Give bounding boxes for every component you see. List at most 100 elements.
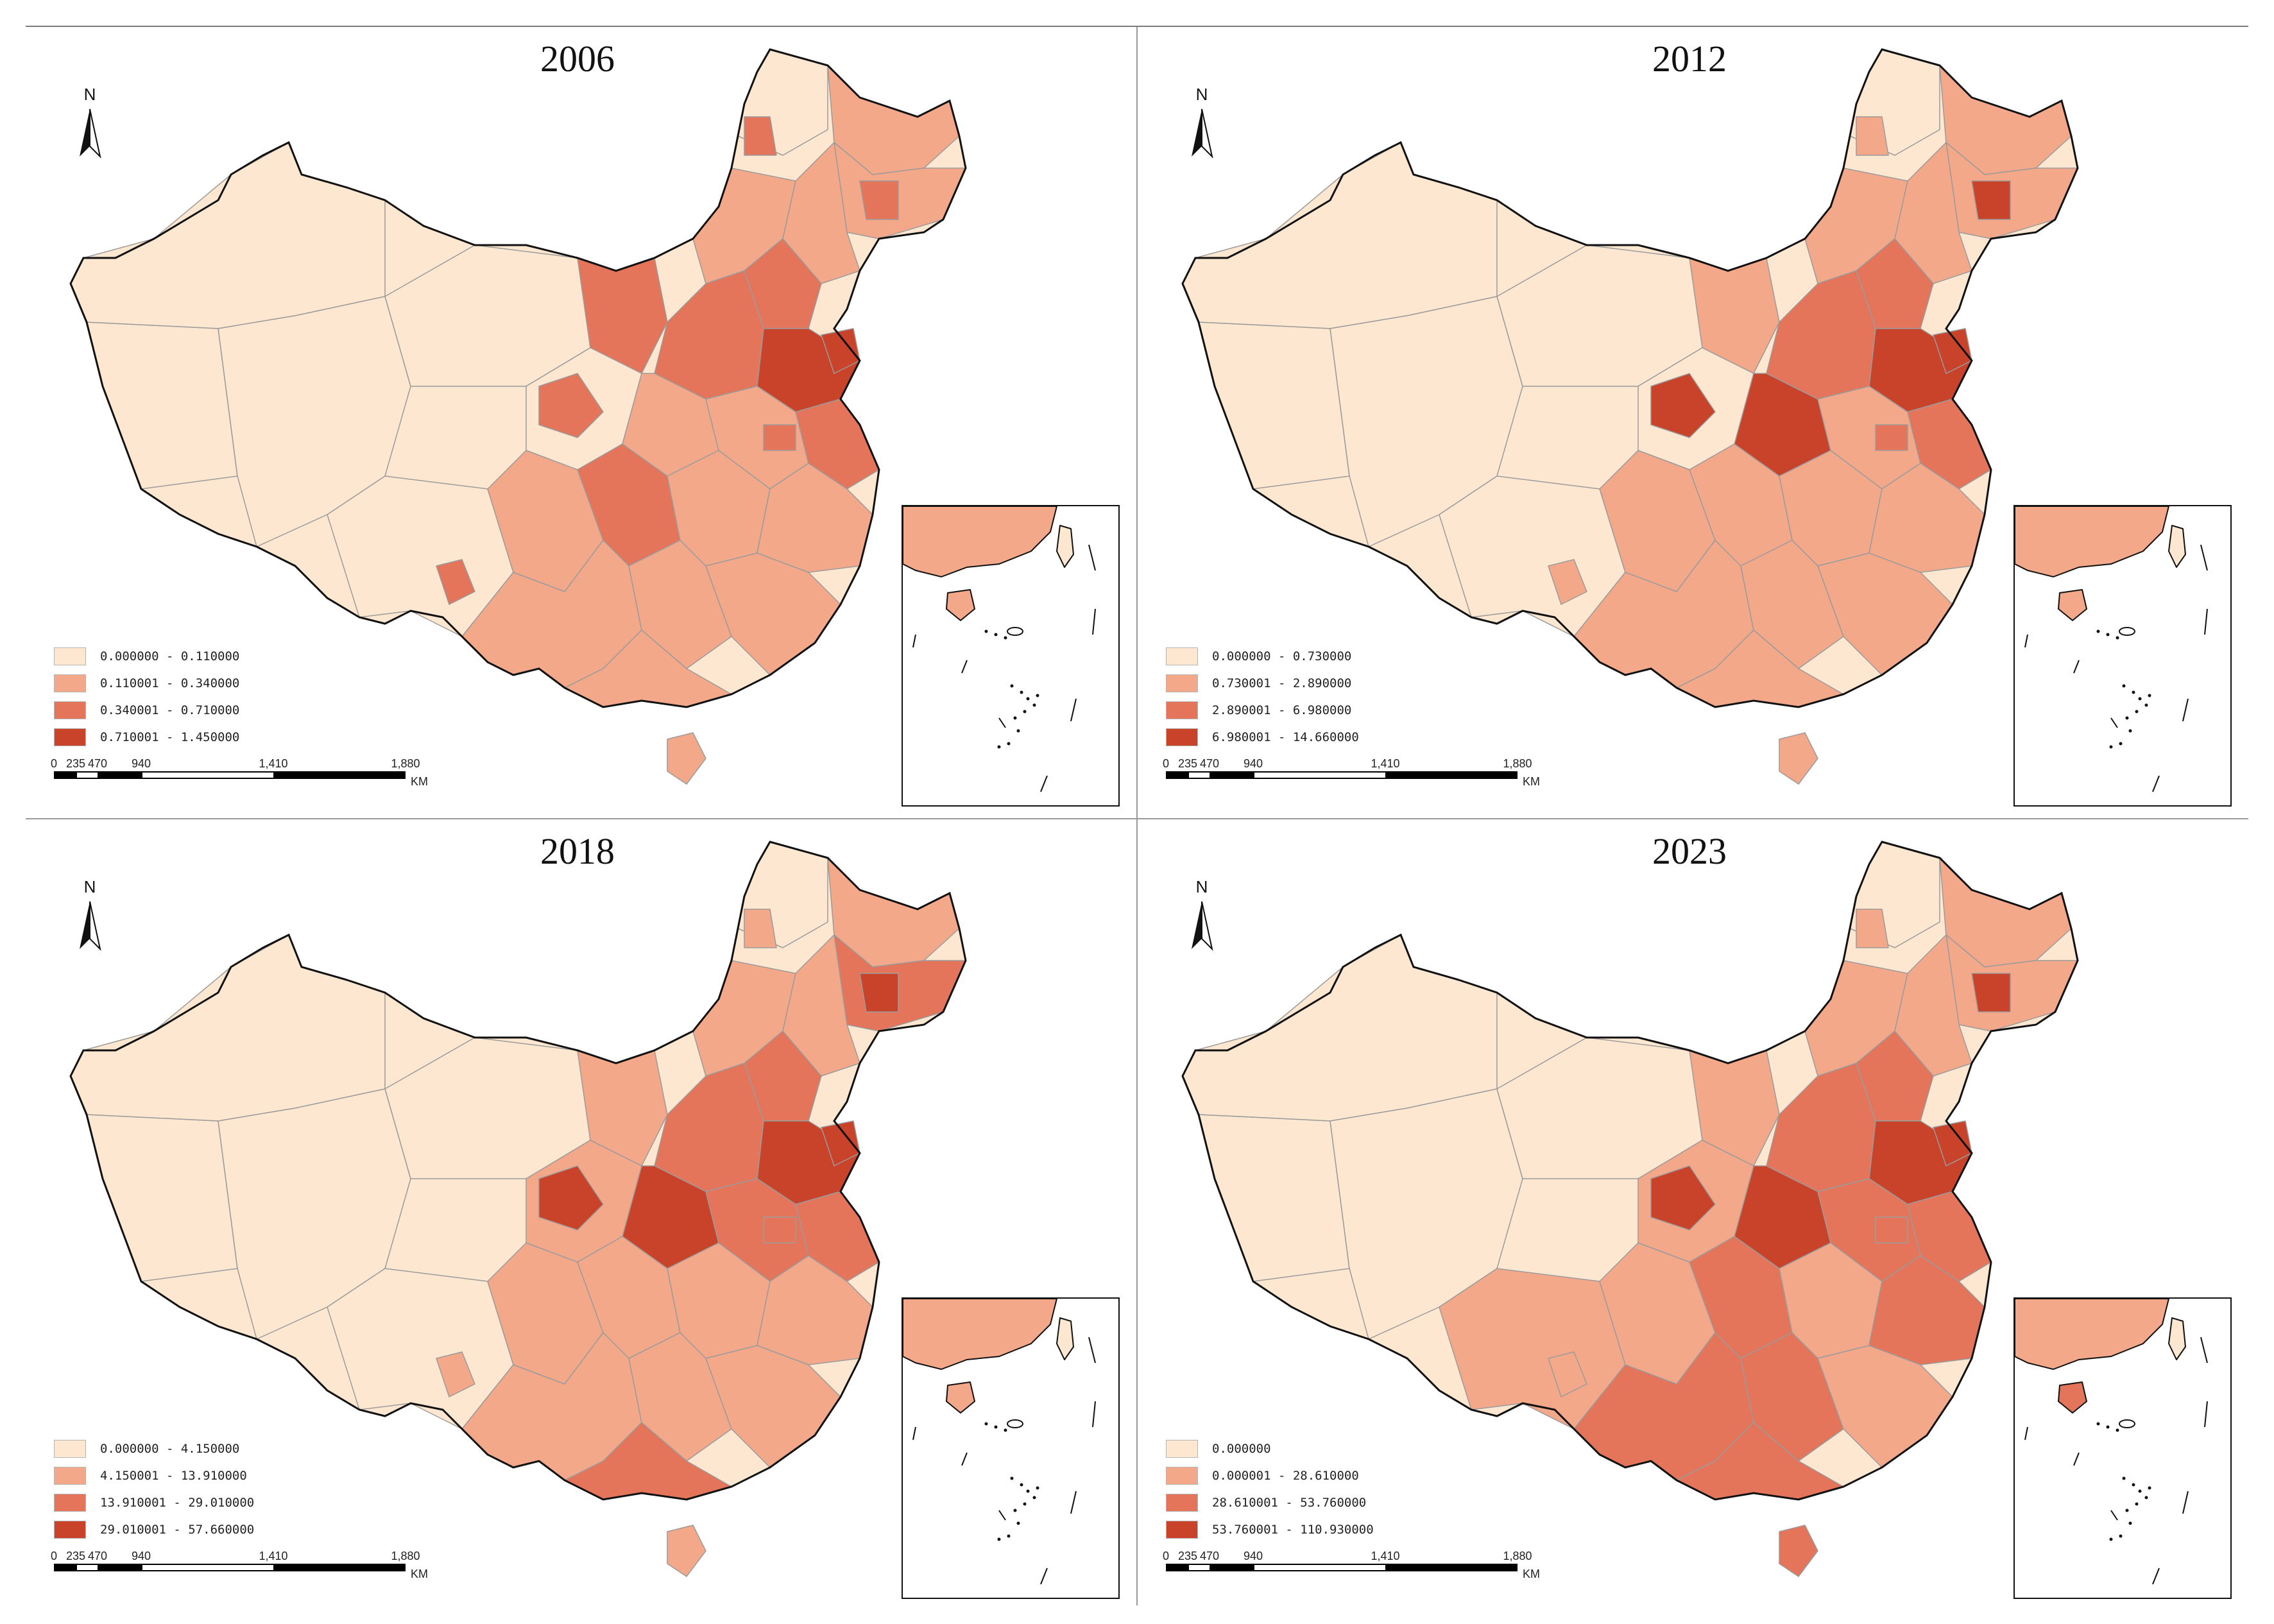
region-28 bbox=[538, 373, 604, 438]
map-panel-2023: 2023 N 0.000000 0.000001 - 28.610000 28.61… bbox=[1138, 819, 2241, 1599]
region-28 bbox=[1650, 1165, 1716, 1231]
inset-map bbox=[2015, 1299, 2208, 1585]
top-rule bbox=[26, 26, 2248, 27]
inset-hainan bbox=[2058, 589, 2087, 621]
region-33 bbox=[436, 1351, 475, 1397]
legend-item: 0.710001 - 1.450000 bbox=[54, 726, 239, 748]
legend-item: 0.110001 - 0.340000 bbox=[54, 672, 239, 694]
region-1 bbox=[1182, 934, 1498, 1122]
north-label: N bbox=[83, 877, 96, 896]
legend-item: 53.760001 - 110.930000 bbox=[1166, 1519, 1374, 1541]
country-outline bbox=[69, 48, 967, 708]
panel-title: 2023 bbox=[1652, 830, 1727, 872]
scale-tick-label: 0 bbox=[50, 757, 58, 770]
legend-label: 0.340001 - 0.710000 bbox=[100, 703, 240, 717]
legend-swatch bbox=[1166, 1467, 1198, 1485]
region-11 bbox=[859, 973, 899, 1013]
scale-tick-label: 1,410 bbox=[259, 1550, 288, 1562]
inset-taiwan bbox=[2168, 525, 2186, 568]
panel-title: 2012 bbox=[1652, 38, 1727, 80]
south-china-sea-inset bbox=[2013, 1297, 2232, 1599]
country-outline bbox=[1181, 48, 2079, 708]
region-30 bbox=[1875, 1217, 1908, 1244]
legend: 0.000000 0.000001 - 28.610000 28.610001 - … bbox=[1166, 1438, 1374, 1546]
scale-tick-label: 1,410 bbox=[1371, 1550, 1400, 1562]
north-label: N bbox=[1195, 877, 1208, 896]
region-31 bbox=[1779, 732, 1818, 785]
vertical-divider bbox=[1136, 27, 1138, 1605]
scale-tick-label: 1,880 bbox=[391, 757, 420, 770]
china-map bbox=[1181, 841, 2079, 1577]
inset-coast bbox=[903, 506, 1058, 578]
north-arrow: N bbox=[1183, 877, 1221, 954]
legend: 0.000000 - 0.730000 0.730001 - 2.890000 2.… bbox=[1166, 645, 1359, 753]
region-30 bbox=[1875, 424, 1908, 451]
north-arrow-icon bbox=[80, 901, 101, 952]
legend-item: 4.150001 - 13.910000 bbox=[54, 1465, 254, 1487]
country-outline bbox=[69, 841, 967, 1501]
scale-tick-label: 940 bbox=[1243, 1550, 1263, 1562]
inset-taiwan bbox=[2168, 1317, 2186, 1360]
scale-tick-label: 470 bbox=[1199, 757, 1220, 770]
region-11 bbox=[859, 180, 899, 220]
region-32 bbox=[1856, 909, 1889, 948]
region-33 bbox=[1548, 1351, 1587, 1397]
legend-swatch bbox=[1166, 1440, 1198, 1458]
legend-label: 28.610001 - 53.760000 bbox=[1212, 1496, 1367, 1510]
inset-coast bbox=[2015, 1299, 2170, 1371]
scale-bar-segment bbox=[142, 773, 273, 778]
region-32 bbox=[1856, 116, 1889, 156]
legend-swatch bbox=[1166, 1494, 1198, 1512]
scale-tick-label: 940 bbox=[131, 757, 151, 770]
scale-tick-label: 235 bbox=[1177, 757, 1198, 770]
legend-label: 4.150001 - 13.910000 bbox=[100, 1469, 247, 1483]
map-panel-2018: 2018 N 0.000000 - 4.150000 4.150001 - 13.… bbox=[26, 819, 1129, 1599]
scale-tick-label: 0 bbox=[1162, 757, 1170, 770]
china-map bbox=[69, 48, 967, 785]
legend-item: 0.000000 bbox=[1166, 1438, 1374, 1460]
legend-label: 29.010001 - 57.660000 bbox=[100, 1523, 255, 1537]
inset-taiwan bbox=[1056, 1317, 1074, 1360]
inset-hainan bbox=[946, 589, 975, 621]
legend-item: 0.340001 - 0.710000 bbox=[54, 699, 239, 721]
scale-bar: 0 235 470 940 1,410 1,880 KM bbox=[1162, 757, 1564, 796]
legend-item: 6.980001 - 14.660000 bbox=[1166, 726, 1359, 748]
legend-label: 0.000000 - 0.110000 bbox=[100, 649, 240, 663]
legend-swatch bbox=[1166, 674, 1198, 692]
panel-title: 2018 bbox=[540, 830, 615, 872]
north-arrow-icon bbox=[80, 108, 101, 159]
scale-bar-segment bbox=[77, 773, 98, 778]
scale-tick-label: 235 bbox=[65, 1550, 86, 1562]
legend-swatch bbox=[1166, 647, 1198, 665]
scale-bar-segment bbox=[1254, 1565, 1385, 1570]
legend-swatch bbox=[54, 1467, 86, 1485]
scale-tick-label: 1,880 bbox=[391, 1550, 420, 1562]
region-30 bbox=[763, 424, 796, 451]
legend-item: 0.000000 - 0.110000 bbox=[54, 645, 239, 667]
legend-swatch bbox=[1166, 701, 1198, 719]
map-panel-2006: 2006 N 0.000000 - 0.110000 0.110001 - 0.3… bbox=[26, 27, 1129, 807]
region-31 bbox=[667, 732, 706, 785]
region-28 bbox=[538, 1165, 604, 1231]
legend-item: 2.890001 - 6.980000 bbox=[1166, 699, 1359, 721]
legend-swatch bbox=[1166, 728, 1198, 746]
north-arrow-icon bbox=[1192, 901, 1213, 952]
inset-taiwan bbox=[1056, 525, 1074, 568]
scale-unit: KM bbox=[411, 775, 428, 788]
legend-label: 0.000000 - 4.150000 bbox=[100, 1442, 240, 1456]
inset-hainan bbox=[946, 1381, 975, 1414]
legend-label: 6.980001 - 14.660000 bbox=[1212, 730, 1359, 744]
map-panel-2012: 2012 N 0.000000 - 0.730000 0.730001 - 2.8… bbox=[1138, 27, 2241, 807]
legend-swatch bbox=[54, 674, 86, 692]
scale-bar-segment bbox=[1189, 1565, 1210, 1570]
inset-coast bbox=[2015, 506, 2170, 578]
north-arrow: N bbox=[71, 85, 109, 162]
south-china-sea-inset bbox=[902, 505, 1120, 807]
legend: 0.000000 - 0.110000 0.110001 - 0.340000 0.… bbox=[54, 645, 239, 753]
legend-label: 0.730001 - 2.890000 bbox=[1212, 676, 1352, 690]
legend: 0.000000 - 4.150000 4.150001 - 13.910000 1… bbox=[54, 1438, 254, 1546]
legend-swatch bbox=[54, 701, 86, 719]
inset-coast bbox=[903, 1299, 1058, 1371]
scale-tick-label: 940 bbox=[1243, 757, 1263, 770]
scale-tick-label: 1,410 bbox=[259, 757, 288, 770]
